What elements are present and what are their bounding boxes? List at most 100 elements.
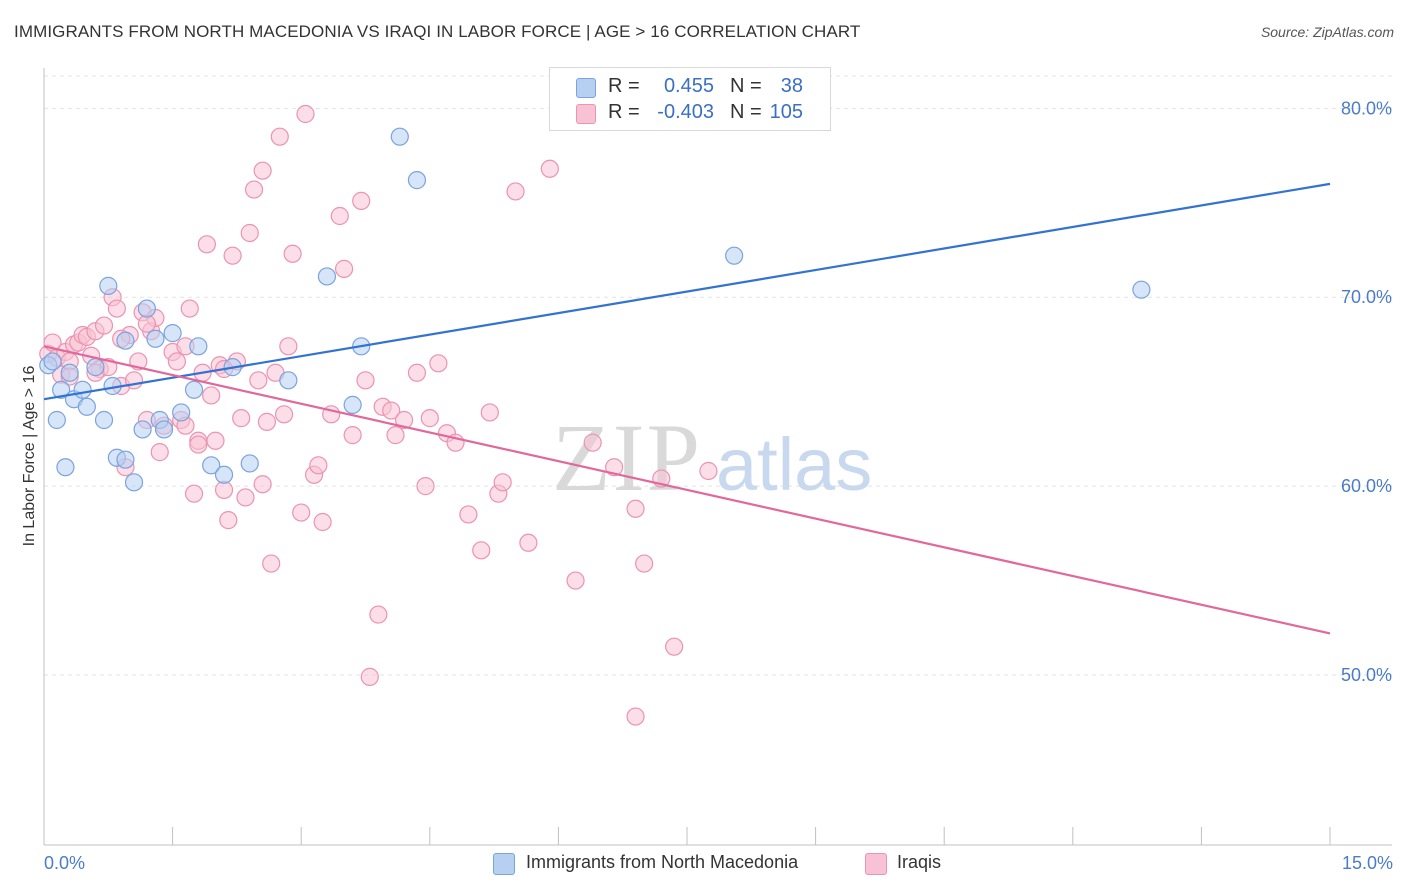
north-macedonia-point bbox=[94, 410, 114, 430]
iraqis-point bbox=[540, 159, 559, 178]
north-macedonia-point bbox=[725, 246, 744, 265]
iraqis-point bbox=[214, 480, 234, 499]
iraqis-point bbox=[583, 433, 602, 452]
iraqis-point bbox=[407, 363, 427, 382]
iraqis-point bbox=[279, 337, 298, 356]
watermark-atlas: atlas bbox=[716, 423, 872, 506]
north-macedonia-point bbox=[77, 397, 96, 416]
north-macedonia-point bbox=[86, 358, 105, 377]
iraqis-point bbox=[253, 161, 272, 180]
iraqis-point bbox=[240, 223, 259, 243]
iraqis-point bbox=[107, 299, 126, 318]
iraqis-point bbox=[472, 541, 491, 560]
iraqis-point bbox=[394, 410, 414, 430]
north-macedonia-point bbox=[163, 324, 182, 343]
iraqis-point bbox=[249, 371, 268, 390]
iraqis-point bbox=[180, 299, 199, 318]
north-macedonia-point bbox=[214, 465, 234, 484]
trend-lines bbox=[43, 182, 1331, 635]
r-label: R = bbox=[608, 75, 640, 97]
legend-item-iraqis[interactable]: Iraqis bbox=[865, 850, 965, 876]
n-label: N = bbox=[730, 75, 762, 97]
iraqis-point bbox=[420, 409, 439, 428]
r-value: 0.455 bbox=[663, 75, 714, 97]
legend-item-north-macedonia[interactable]: Immigrants from North Macedonia bbox=[493, 850, 843, 876]
legend-swatch-blue bbox=[493, 853, 515, 875]
north-macedonia-point bbox=[124, 473, 144, 492]
iraqis-point bbox=[626, 499, 645, 518]
north-macedonia-point bbox=[407, 171, 427, 190]
iraqis-point bbox=[283, 244, 302, 263]
iraqis-point bbox=[150, 443, 169, 462]
iraqis-point bbox=[459, 505, 478, 524]
watermark: ZIP atlas bbox=[552, 404, 872, 511]
iraqis-point bbox=[343, 426, 362, 445]
iraqis-point bbox=[167, 352, 186, 371]
blue-swatch bbox=[576, 78, 596, 98]
y-tick-label: 80.0% bbox=[1341, 98, 1392, 118]
source-label: Source: ZipAtlas.com bbox=[1260, 24, 1394, 40]
iraqis-point bbox=[236, 488, 255, 507]
iraqis-point bbox=[232, 409, 251, 428]
iraqis-point bbox=[202, 386, 221, 405]
legend-swatch-pink bbox=[865, 853, 887, 875]
iraqis-point bbox=[386, 426, 405, 445]
n-value: 38 bbox=[780, 75, 803, 97]
iraqis-point bbox=[480, 403, 499, 422]
tick-labels: 50.0% 60.0% 70.0% 80.0% 0.0% 15.0% bbox=[44, 98, 1393, 873]
legend-label: Immigrants from North Macedonia bbox=[526, 852, 799, 872]
iraqis-point bbox=[137, 314, 156, 333]
north-macedonia-point bbox=[133, 420, 152, 439]
iraqis-point bbox=[244, 180, 264, 199]
stats-row-iraqis: R = -0.403 N = 105 bbox=[550, 101, 830, 127]
north-macedonia-point bbox=[52, 380, 71, 399]
iraqis-point bbox=[330, 206, 349, 226]
iraqis-point bbox=[382, 401, 401, 420]
iraqis-point bbox=[274, 405, 294, 424]
north-macedonia-point bbox=[189, 337, 208, 356]
north-macedonia-point bbox=[317, 267, 337, 286]
iraqis-point bbox=[506, 182, 525, 201]
north-macedonia-point bbox=[1132, 280, 1151, 299]
iraqis-point bbox=[635, 554, 654, 573]
axes bbox=[43, 68, 1392, 846]
iraqis-point bbox=[184, 484, 204, 503]
iraqis-point bbox=[270, 127, 289, 146]
iraqis-point bbox=[519, 533, 538, 552]
north-macedonia-point bbox=[172, 403, 191, 422]
north-macedonia-point bbox=[56, 458, 75, 477]
iraqis-point bbox=[369, 605, 388, 624]
iraqis-trend-line bbox=[43, 345, 1331, 635]
legend-label: Iraqis bbox=[897, 852, 942, 872]
north-macedonia-trend-line bbox=[43, 182, 1331, 401]
gridlines bbox=[44, 75, 1392, 676]
stats-legend: R = 0.455 N = 38 R = -0.403 N = 105 bbox=[549, 67, 831, 131]
north-macedonia-point bbox=[202, 456, 221, 475]
iraqis-point bbox=[189, 435, 208, 454]
north-macedonia-point bbox=[73, 380, 92, 399]
north-macedonia-point bbox=[99, 276, 118, 295]
north-macedonia-point bbox=[240, 454, 259, 473]
stats-row-north-macedonia: R = 0.455 N = 38 bbox=[550, 75, 830, 101]
iraqis-point bbox=[493, 473, 512, 492]
iraqis-point bbox=[296, 104, 315, 124]
north-macedonia-point bbox=[47, 410, 66, 430]
iraqis-point bbox=[360, 667, 379, 686]
iraqis-point bbox=[429, 354, 448, 373]
chart-title: IMMIGRANTS FROM NORTH MACEDONIA VS IRAQI… bbox=[14, 22, 861, 41]
iraqis-point bbox=[262, 554, 281, 573]
iraqis-point bbox=[313, 512, 332, 532]
iraqis-point bbox=[253, 475, 272, 494]
iraqis-point bbox=[566, 571, 585, 590]
iraqis-point bbox=[292, 503, 311, 522]
north-macedonia-point bbox=[184, 380, 204, 399]
iraqis-point bbox=[416, 477, 435, 496]
n-value: 105 bbox=[769, 101, 803, 123]
north-macedonia-point bbox=[279, 371, 298, 390]
iraqis-point bbox=[665, 637, 684, 656]
north-macedonia-point bbox=[43, 352, 62, 371]
north-macedonia-point bbox=[390, 127, 409, 146]
y-tick-label: 70.0% bbox=[1341, 287, 1392, 307]
iraqis-point bbox=[197, 235, 216, 254]
